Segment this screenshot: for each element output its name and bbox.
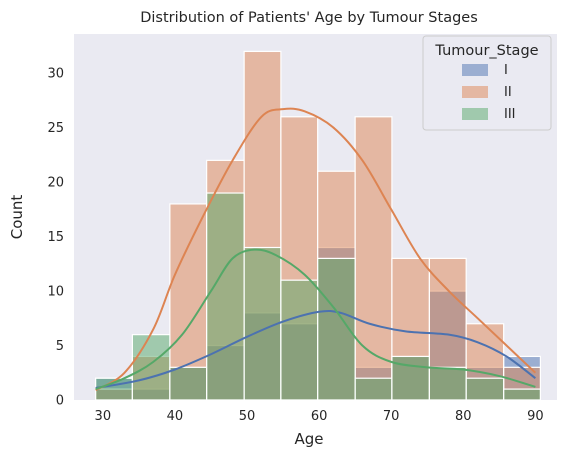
legend-label-ii: II xyxy=(504,85,512,100)
legend-title: Tumour_Stage xyxy=(434,43,538,59)
bar-stage-3-bin-4 xyxy=(206,192,245,401)
x-tick-label: 70 xyxy=(383,409,400,424)
x-axis-label: Age xyxy=(294,430,323,448)
chart-title: Distribution of Patients' Age by Tumour … xyxy=(140,10,478,26)
bar-stage-3-bin-11 xyxy=(465,377,505,401)
bar-stage-3-bin-12 xyxy=(503,388,542,401)
bar-stage-3-bin-6 xyxy=(280,279,319,401)
y-tick-label: 20 xyxy=(47,176,64,191)
y-ticks: 0 5 10 15 20 25 30 xyxy=(47,67,64,409)
legend-swatch-ii xyxy=(462,86,488,98)
x-tick-label: 90 xyxy=(527,409,544,424)
kde-curve-stage-2 xyxy=(95,107,537,392)
y-axis-label: Count xyxy=(8,195,26,240)
bars-layer xyxy=(95,50,542,401)
x-tick-label: 50 xyxy=(239,409,256,424)
kde-layer xyxy=(95,107,537,392)
kde-curve-stage-1 xyxy=(95,309,536,390)
bar-stage-3-bin-8 xyxy=(354,377,393,401)
bar-stage-3-bin-2 xyxy=(131,334,171,401)
x-tick-label: 80 xyxy=(455,409,472,424)
x-tick-label: 40 xyxy=(167,409,184,424)
bar-stage-3-bin-10 xyxy=(428,366,467,401)
legend: Tumour_Stage I II III xyxy=(422,35,552,131)
legend-label-iii: III xyxy=(504,107,516,122)
x-ticks: 30 40 50 60 70 80 90 xyxy=(95,409,544,424)
legend-label-i: I xyxy=(504,63,508,78)
y-tick-label: 5 xyxy=(56,339,64,354)
kde-curve-stage-3 xyxy=(95,248,536,391)
y-tick-label: 10 xyxy=(47,285,64,300)
x-tick-label: 60 xyxy=(311,409,328,424)
legend-swatch-iii xyxy=(462,108,488,120)
x-tick-label: 30 xyxy=(95,409,112,424)
y-tick-label: 15 xyxy=(47,230,64,245)
bar-stage-3-bin-3 xyxy=(169,366,208,401)
y-tick-label: 25 xyxy=(47,121,64,136)
legend-frame xyxy=(422,35,552,131)
y-tick-label: 30 xyxy=(47,67,64,82)
legend-swatch-i xyxy=(462,64,488,76)
y-tick-label: 0 xyxy=(56,394,64,409)
